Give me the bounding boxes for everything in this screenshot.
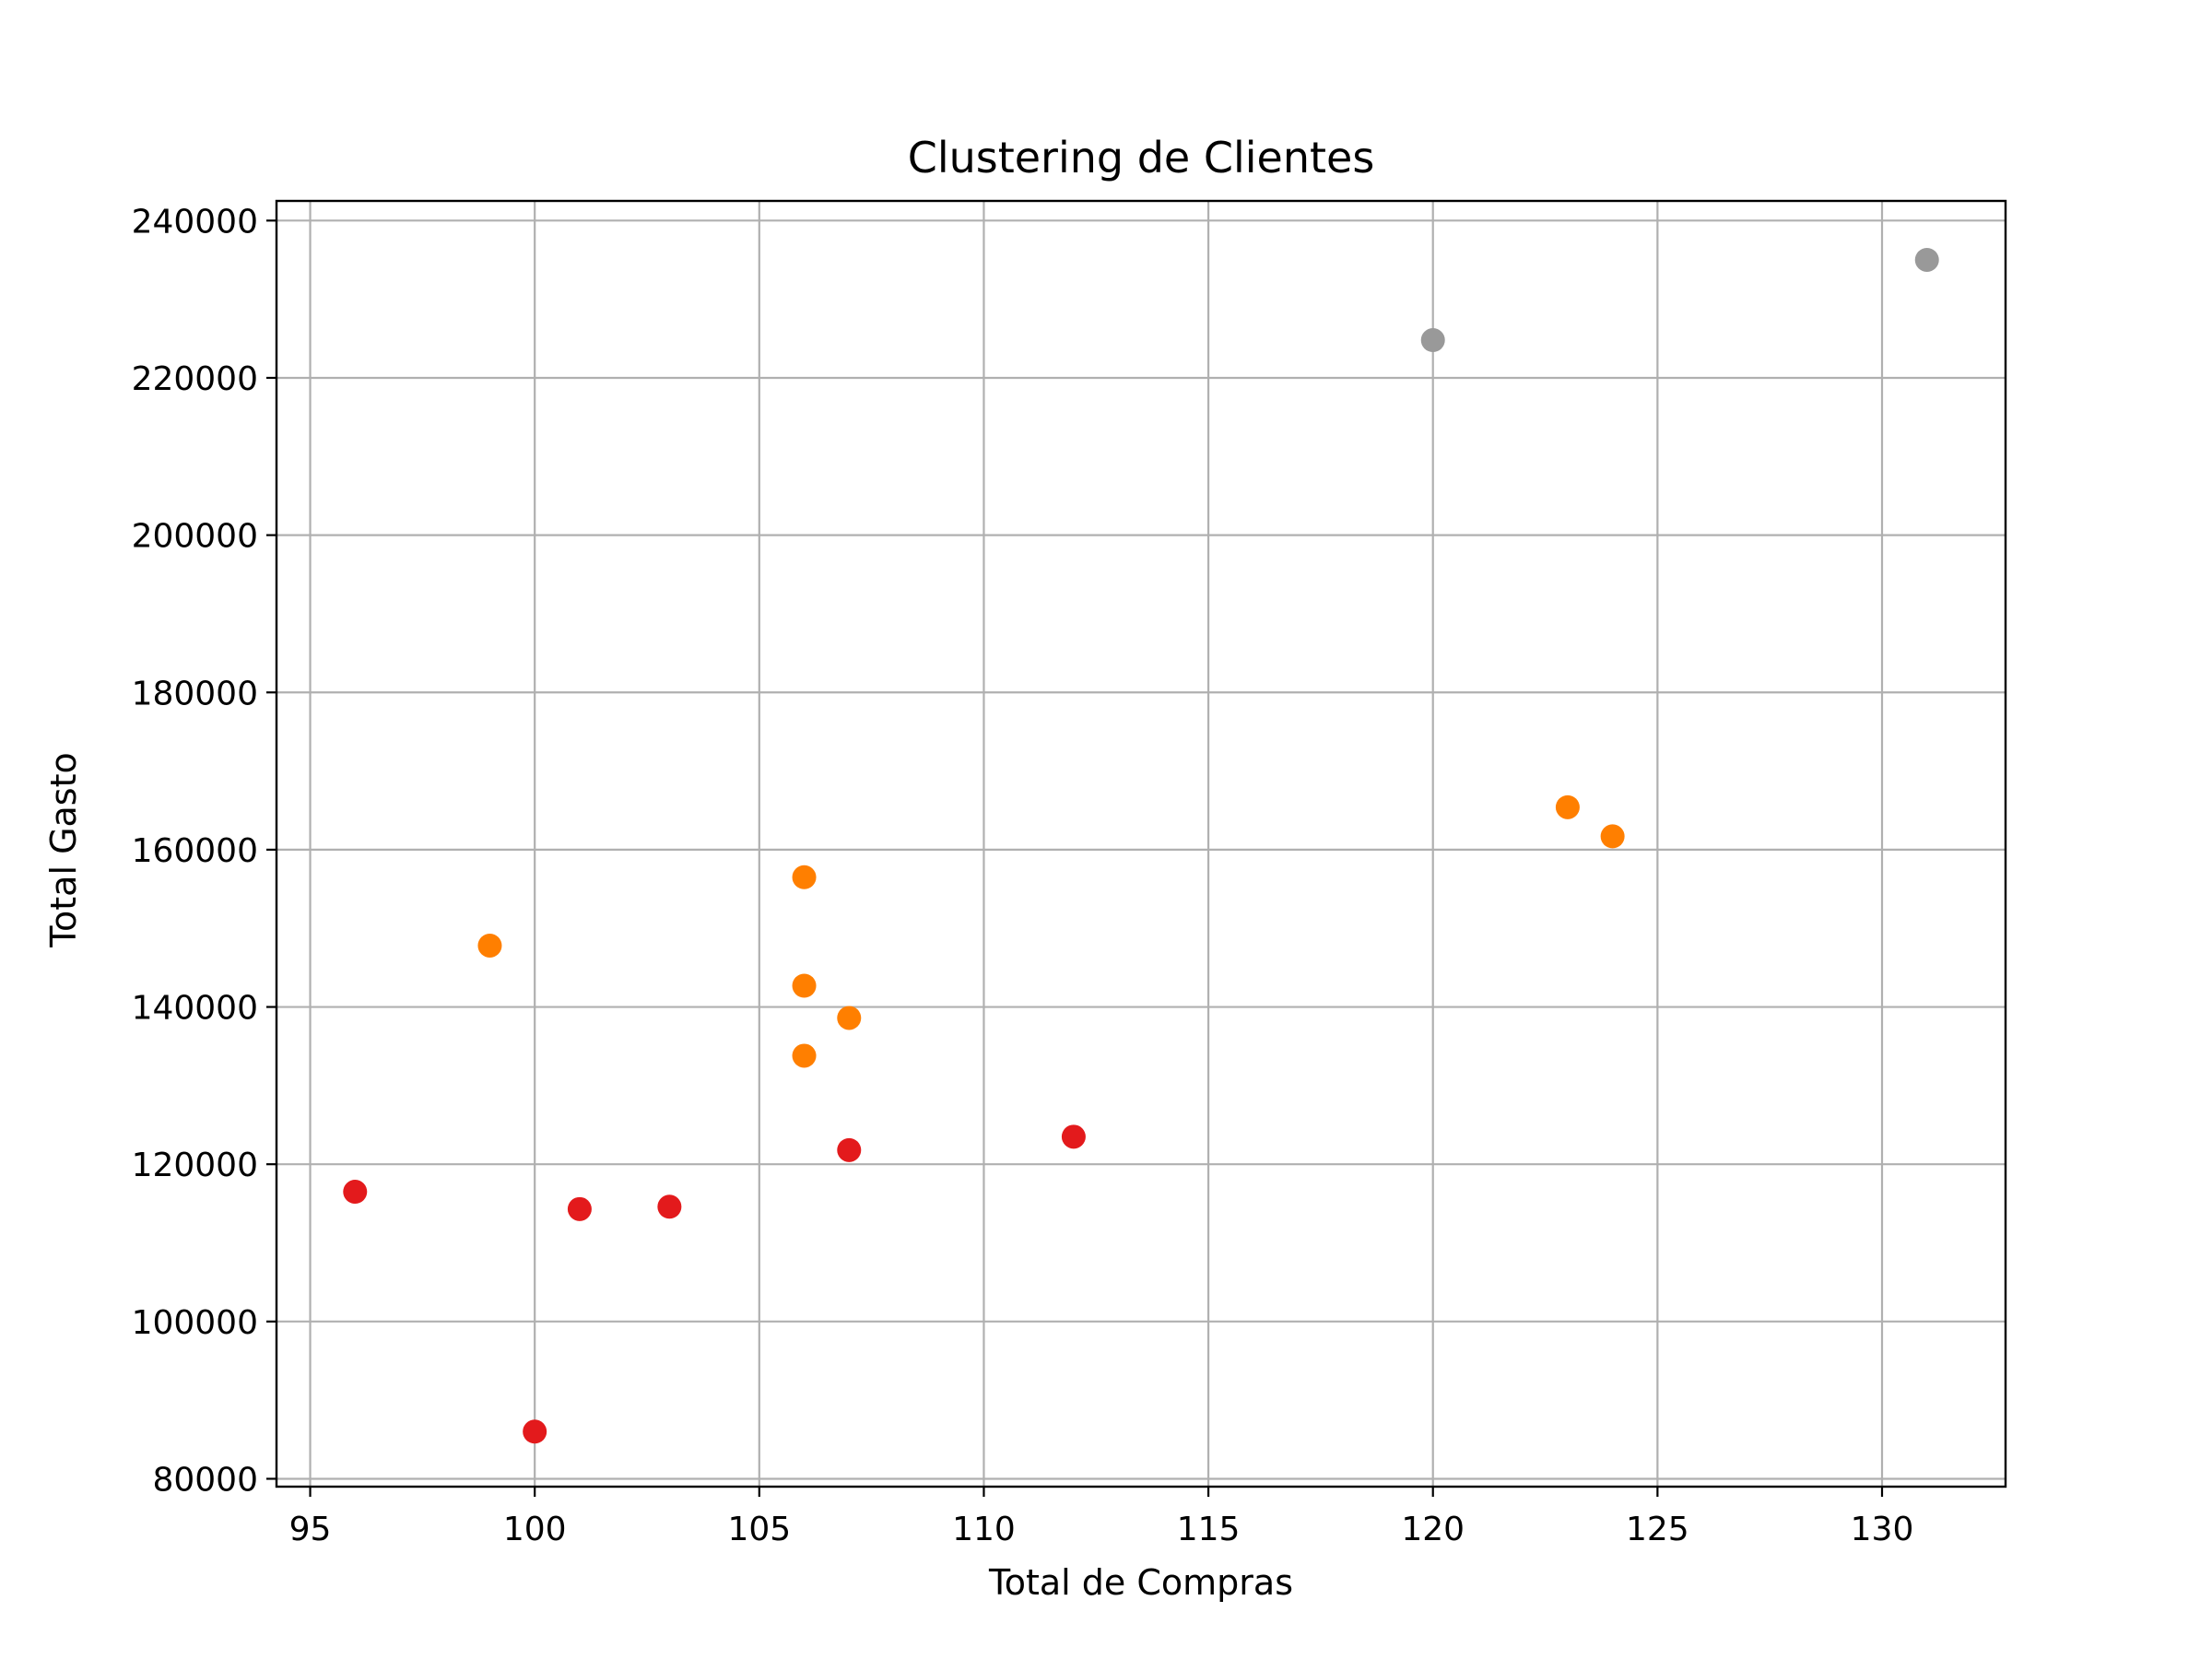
y-tick-label: 120000 — [132, 1147, 258, 1184]
data-point-cluster-0 — [567, 1196, 592, 1221]
y-tick-label: 80000 — [152, 1461, 258, 1499]
y-tick-label: 180000 — [132, 675, 258, 712]
y-tick-label: 100000 — [132, 1304, 258, 1342]
data-point-cluster-1 — [792, 1043, 817, 1068]
y-tick-label: 160000 — [132, 832, 258, 870]
x-tick-label: 105 — [727, 1511, 791, 1548]
axis-ticks: 95 100 105 110 115 120 125 130 80000 100000 120000… — [132, 203, 1914, 1548]
x-axis-label: Total de Compras — [988, 1562, 1293, 1603]
data-point-cluster-1 — [792, 973, 817, 998]
x-tick-label: 100 — [503, 1511, 567, 1548]
data-point-cluster-0 — [1061, 1124, 1086, 1149]
x-tick-label: 120 — [1401, 1511, 1465, 1548]
data-point-cluster-0 — [523, 1419, 547, 1444]
data-point-cluster-0 — [657, 1194, 682, 1219]
x-tick-label: 125 — [1626, 1511, 1689, 1548]
x-tick-label: 115 — [1177, 1511, 1241, 1548]
plot-frame — [275, 199, 2007, 1488]
data-point-cluster-0 — [837, 1137, 862, 1162]
y-tick-label: 140000 — [132, 990, 258, 1028]
data-point-cluster-1 — [477, 933, 502, 958]
chart-title: Clustering de Clientes — [908, 133, 1375, 182]
x-tick-label: 110 — [952, 1511, 1016, 1548]
y-tick-label: 240000 — [132, 203, 258, 241]
y-tick-label: 220000 — [132, 360, 258, 398]
data-point-cluster-1 — [1555, 794, 1580, 819]
y-tick-label: 200000 — [132, 518, 258, 556]
data-point-cluster-1 — [792, 865, 817, 889]
data-points — [343, 247, 1939, 1444]
data-point-cluster-1 — [1600, 824, 1625, 849]
data-point-cluster-0 — [343, 1180, 368, 1205]
grid — [276, 201, 2006, 1487]
data-point-cluster-2 — [1914, 247, 1939, 272]
data-point-cluster-2 — [1420, 328, 1445, 353]
x-tick-label: 95 — [289, 1511, 332, 1548]
y-axis-label: Total Gasto — [43, 752, 84, 948]
x-tick-label: 130 — [1851, 1511, 1914, 1548]
data-point-cluster-1 — [837, 1006, 862, 1030]
